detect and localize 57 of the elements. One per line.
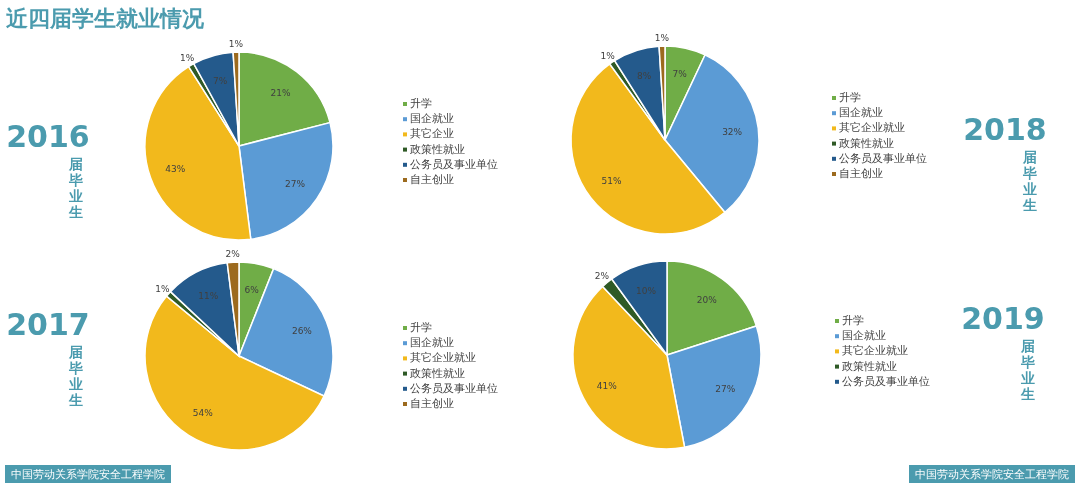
data-label: 11% bbox=[198, 290, 219, 301]
text: 届毕业生 bbox=[68, 156, 83, 220]
data-label: 1% bbox=[179, 53, 195, 64]
legend-label: 其它企业就业 bbox=[410, 351, 476, 364]
text: 中国劳动关系学院安全工程学院 bbox=[11, 468, 165, 480]
text: 届毕业生 bbox=[1020, 338, 1035, 402]
data-label: 1% bbox=[654, 33, 670, 44]
data-label: 26% bbox=[291, 326, 313, 337]
text: 2018 bbox=[963, 112, 1047, 147]
data-label: 20% bbox=[696, 295, 718, 306]
legend-label: 国企就业 bbox=[410, 112, 454, 125]
legend-label: 政策性就业 bbox=[839, 136, 894, 149]
legend-label: 政策性就业 bbox=[842, 359, 897, 372]
data-label: 8% bbox=[636, 70, 652, 81]
legend-label: 其它企业就业 bbox=[839, 121, 905, 134]
legend-label: 自主创业 bbox=[410, 173, 454, 185]
legend-label: 公务员及事业单位 bbox=[410, 381, 498, 394]
data-label: 27% bbox=[715, 384, 736, 395]
data-label: 41% bbox=[596, 380, 618, 391]
legend-label: 国企就业 bbox=[842, 329, 886, 342]
data-label: 6% bbox=[244, 284, 260, 295]
text: 届毕业生 bbox=[1022, 149, 1037, 213]
legend-label: 升学 bbox=[410, 97, 432, 109]
data-label: 43% bbox=[165, 163, 186, 174]
legend-label: 自主创业 bbox=[839, 167, 883, 179]
legend-label: 国企就业 bbox=[410, 336, 454, 349]
text: 2019 bbox=[961, 301, 1045, 336]
data-label: 54% bbox=[192, 408, 214, 419]
legend-label: 政策性就业 bbox=[410, 366, 465, 379]
legend-label: 自主创业 bbox=[410, 397, 454, 409]
data-label: 27% bbox=[284, 179, 306, 190]
legend-label: 国企就业 bbox=[839, 106, 883, 119]
text: 2016 bbox=[6, 119, 90, 154]
data-label: 7% bbox=[672, 68, 688, 79]
legend-label: 其它企业就业 bbox=[842, 344, 908, 357]
data-label: 7% bbox=[212, 76, 228, 87]
legend-label: 政策性就业 bbox=[410, 142, 465, 155]
legend-label: 公务员及事业单位 bbox=[839, 151, 927, 164]
text: 近四届学生就业情况 bbox=[5, 6, 205, 31]
data-label: 1% bbox=[228, 39, 244, 50]
text: 中国劳动关系学院安全工程学院 bbox=[915, 468, 1069, 480]
data-label: 10% bbox=[636, 285, 657, 296]
legend-label: 升学 bbox=[839, 91, 861, 103]
legend-label: 升学 bbox=[842, 314, 864, 326]
legend-label: 升学 bbox=[410, 321, 432, 333]
data-label: 1% bbox=[155, 283, 171, 294]
data-label: 21% bbox=[270, 87, 291, 98]
data-label: 51% bbox=[601, 176, 622, 187]
legend-label: 公务员及事业单位 bbox=[410, 157, 498, 170]
data-label: 32% bbox=[722, 126, 743, 137]
legend-label: 其它企业 bbox=[410, 127, 454, 140]
data-label: 2% bbox=[225, 249, 241, 260]
legend-label: 公务员及事业单位 bbox=[842, 374, 930, 387]
text: 2017 bbox=[6, 307, 90, 342]
data-label: 1% bbox=[600, 50, 616, 61]
text: 届毕业生 bbox=[68, 344, 83, 408]
data-label: 2% bbox=[594, 271, 610, 282]
